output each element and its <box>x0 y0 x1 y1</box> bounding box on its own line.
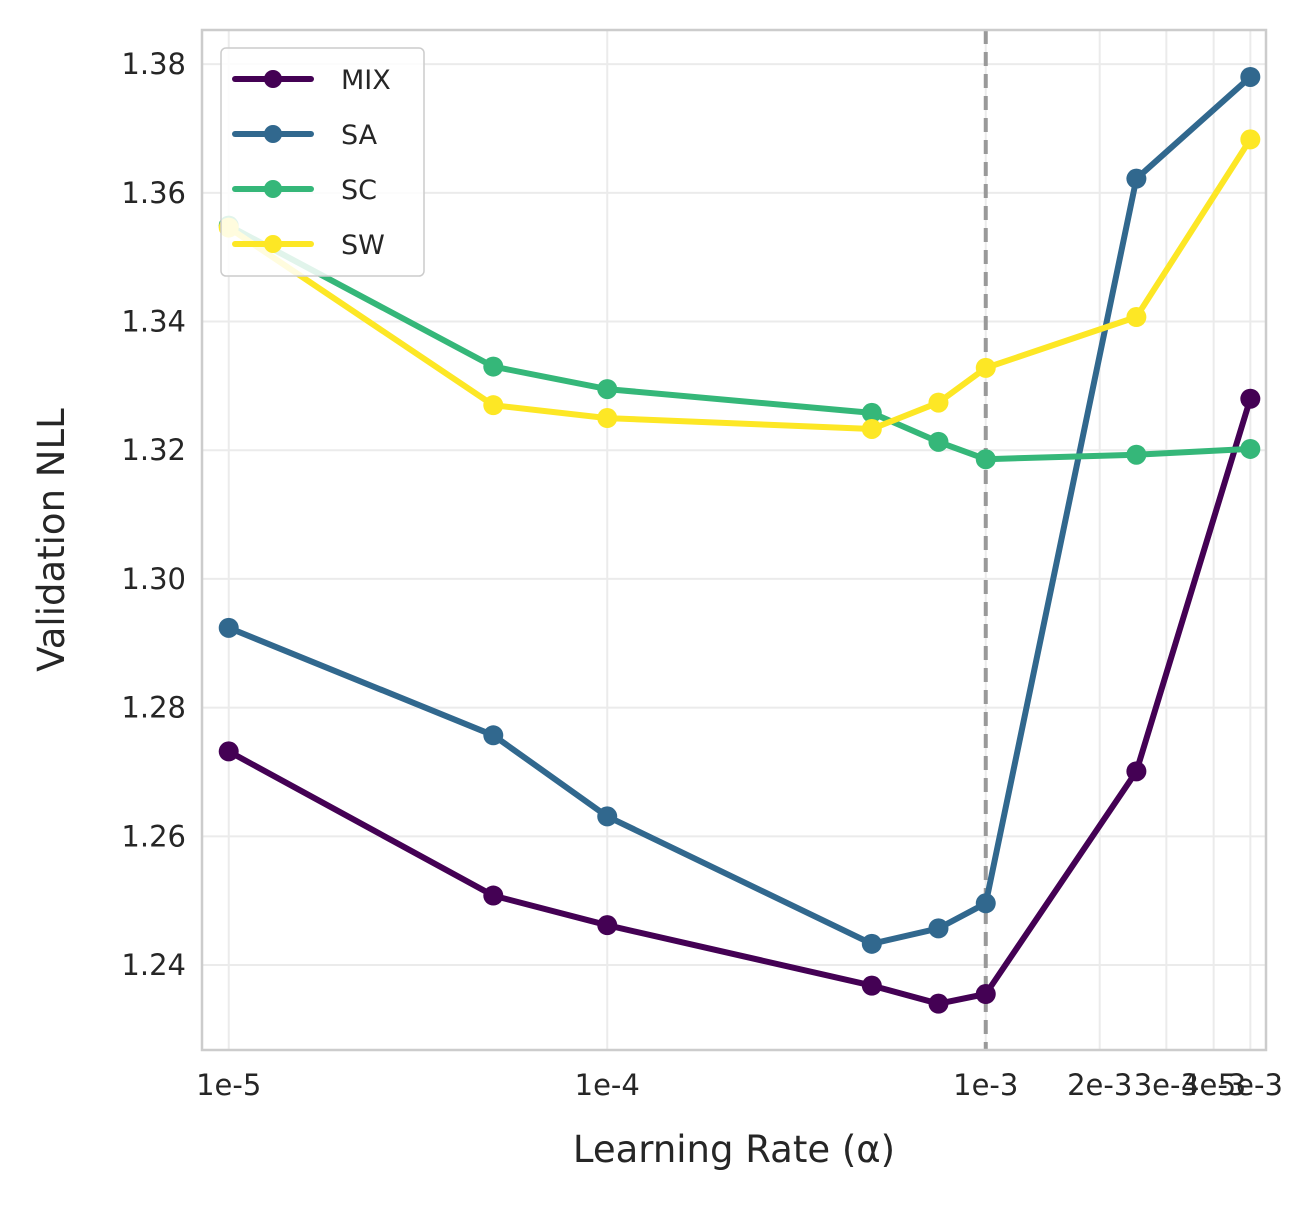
legend-items: MIX SA SC SW <box>232 65 391 261</box>
data-point-sw <box>975 357 996 378</box>
x-axis-title: Learning Rate (α) <box>573 1128 895 1171</box>
data-point-sa <box>928 918 949 939</box>
legend-swatch-marker <box>264 125 282 143</box>
y-tick-label: 1.24 <box>121 948 186 982</box>
y-tick-labels: 1.24 1.26 1.28 1.30 1.32 1.34 1.36 1.38 <box>121 47 186 982</box>
series-group <box>218 66 1261 1014</box>
series-line-mix <box>225 395 1254 1007</box>
series-sa <box>218 66 1261 954</box>
x-tick-labels: 1e-5 1e-4 1e-3 2e-3 3e-34e-35e-3 <box>196 1068 1283 1102</box>
y-tick-label: 1.30 <box>121 562 186 596</box>
data-point-sc <box>1126 444 1147 465</box>
data-point-mix <box>975 984 996 1005</box>
data-point-sa <box>1126 168 1147 189</box>
y-tick-label: 1.36 <box>121 176 186 210</box>
data-point-sc <box>975 449 996 470</box>
data-point-mix <box>861 975 882 996</box>
data-point-sa <box>1240 66 1261 87</box>
data-point-sw <box>1240 129 1261 150</box>
x-tick-label: 2e-3 <box>1067 1068 1132 1102</box>
data-point-sw <box>483 395 504 416</box>
plot-frame <box>200 28 1268 1052</box>
legend-swatch-marker <box>264 70 282 88</box>
legend-item-sa: SA <box>232 120 378 151</box>
series-line-sw <box>225 136 1254 432</box>
series-mix <box>218 388 1261 1014</box>
data-point-sc <box>483 356 504 377</box>
x-tick-label: 1e-3 <box>953 1068 1018 1102</box>
legend-item-sc: SC <box>232 175 377 206</box>
data-point-mix <box>597 915 618 936</box>
data-point-mix <box>483 885 504 906</box>
data-point-mix <box>1240 388 1261 409</box>
y-tick-label: 1.32 <box>121 433 186 467</box>
data-point-sw <box>1126 307 1147 328</box>
x-tick-label: 1e-4 <box>575 1068 640 1102</box>
data-point-sa <box>975 893 996 914</box>
legend-label: SA <box>341 120 378 151</box>
legend-frame <box>220 47 425 277</box>
data-point-sc <box>928 431 949 452</box>
y-tick-label: 1.38 <box>121 47 186 81</box>
data-point-mix <box>1126 761 1147 782</box>
x-tick-label: 4e-3 <box>1181 1068 1246 1102</box>
data-point-sa <box>597 806 618 827</box>
legend-swatch-marker <box>264 180 282 198</box>
data-point-sa <box>483 725 504 746</box>
data-point-sa <box>861 933 882 954</box>
data-point-mix <box>928 993 949 1014</box>
legend-item-mix: MIX <box>232 65 391 96</box>
x-tick-label: 1e-5 <box>196 1068 261 1102</box>
data-point-mix <box>218 741 239 762</box>
x-tick-label: 3e-3 <box>1134 1068 1199 1102</box>
legend-item-sw: SW <box>232 230 385 261</box>
legend-label: MIX <box>341 65 391 96</box>
data-point-sc <box>861 402 882 423</box>
data-point-sw <box>597 408 618 429</box>
data-point-sw <box>861 418 882 439</box>
legend: MIX SA SC SW <box>220 47 425 277</box>
legend-label: SC <box>341 175 377 206</box>
y-tick-label: 1.34 <box>121 305 186 339</box>
y-tick-label: 1.28 <box>121 691 186 725</box>
data-point-sw <box>928 392 949 413</box>
legend-label: SW <box>341 230 385 261</box>
data-point-sc <box>1240 438 1261 459</box>
y-tick-label: 1.26 <box>121 819 186 853</box>
series-line-sa <box>225 74 1254 947</box>
y-axis-title: Validation NLL <box>30 408 73 672</box>
data-point-sc <box>597 379 618 400</box>
series-line-sc <box>225 222 1254 463</box>
legend-swatch-marker <box>264 235 282 253</box>
data-point-sa <box>218 617 239 638</box>
x-tick-label: 5e-3 <box>1218 1068 1283 1102</box>
